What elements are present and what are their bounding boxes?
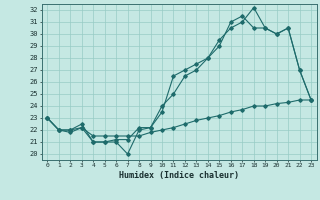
X-axis label: Humidex (Indice chaleur): Humidex (Indice chaleur) [119, 171, 239, 180]
